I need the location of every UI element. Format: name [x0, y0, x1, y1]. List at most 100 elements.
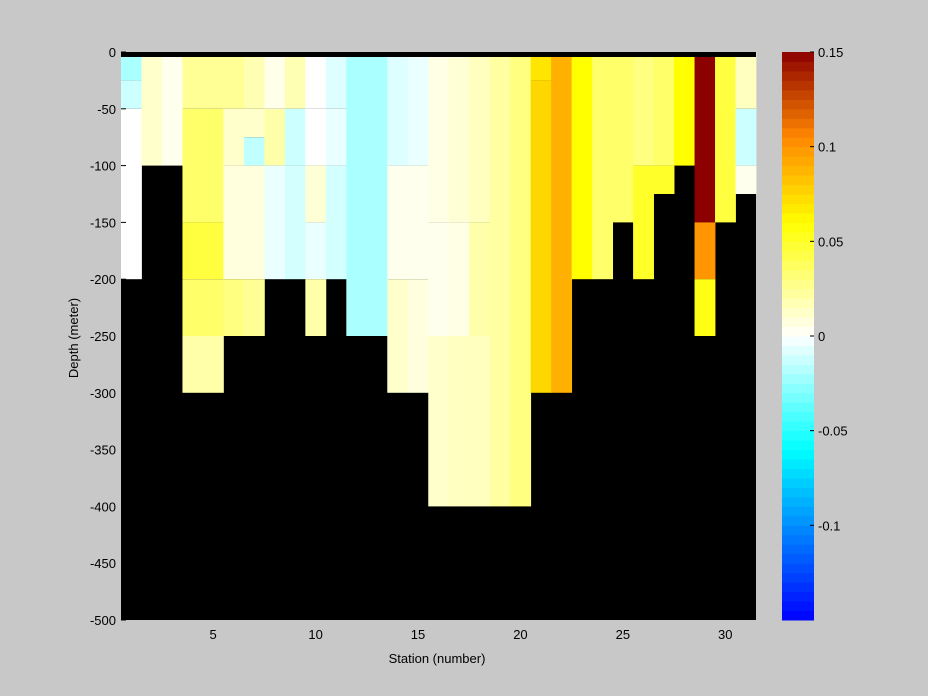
- colorbar-band: [782, 487, 814, 498]
- heatmap-cell: [325, 165, 347, 280]
- heatmap-cell: [633, 52, 654, 166]
- colorbar-band: [782, 288, 814, 299]
- colorbar-band: [782, 326, 814, 337]
- surface-bar: [121, 52, 756, 57]
- colorbar-band: [782, 440, 814, 451]
- colorbar-band: [782, 373, 814, 384]
- heatmap-cell: [612, 52, 634, 223]
- colorbar-band: [782, 354, 814, 365]
- colorbar-band: [782, 534, 814, 545]
- colorbar-band: [782, 392, 814, 403]
- heatmap-cell: [202, 52, 224, 109]
- y-tick-label: -200: [90, 272, 116, 287]
- heatmap-cell: [141, 52, 163, 166]
- heatmap-cell: [284, 108, 306, 166]
- y-tick-label: -100: [90, 159, 116, 174]
- heatmap-cell: [510, 52, 532, 507]
- heatmap-cell: [264, 108, 286, 166]
- heatmap-cell: [264, 165, 286, 280]
- colorbar-band: [782, 307, 814, 318]
- heatmap-cell: [264, 52, 286, 109]
- heatmap-cell: [243, 52, 265, 109]
- heatmap-cell: [182, 279, 204, 336]
- heatmap-cell: [407, 165, 429, 280]
- heatmap-cell: [530, 52, 552, 81]
- colorbar-band: [782, 89, 814, 100]
- heatmap-cell: [428, 222, 450, 336]
- colorbar-tick-label: 0.15: [818, 45, 843, 60]
- colorbar-tick-label: 0.1: [818, 140, 836, 155]
- colorbar-band: [782, 364, 814, 375]
- x-tick-label: 30: [718, 627, 732, 642]
- heatmap-cell: [223, 108, 245, 166]
- heatmap-cell: [182, 222, 204, 280]
- colorbar-band: [782, 269, 814, 280]
- y-tick-label: -450: [90, 556, 116, 571]
- heatmap-cell: [161, 52, 183, 166]
- colorbar-band: [782, 80, 814, 91]
- heatmap-cell: [592, 52, 614, 280]
- colorbar-band: [782, 203, 814, 214]
- colorbar-band: [782, 383, 814, 394]
- y-tick-label: -350: [90, 443, 116, 458]
- colorbar-band: [782, 317, 814, 328]
- colorbar-tick-label: 0.05: [818, 234, 843, 249]
- colorbar-band: [782, 279, 814, 290]
- heatmap-cell: [284, 165, 306, 280]
- heatmap-cell: [735, 165, 757, 194]
- heatmap-cell: [182, 108, 204, 223]
- heatmap-cell: [469, 52, 491, 223]
- heatmap-cell: [735, 108, 757, 166]
- heatmap-cell: [653, 52, 675, 166]
- axes: 5 10 15 20 25 30 0 -50 -100 -150 -200 -250 -300 -350 -…: [90, 45, 733, 642]
- colorbar-band: [782, 222, 814, 233]
- colorbar-band: [782, 478, 814, 488]
- heatmap-cell: [121, 52, 142, 81]
- heatmap-cell: [223, 52, 245, 109]
- colorbar-band: [782, 99, 814, 110]
- colorbar-band: [782, 298, 814, 309]
- plot-area: [121, 52, 757, 620]
- x-tick-label: 10: [308, 627, 322, 642]
- heatmap-cell: [366, 52, 388, 336]
- colorbar-band: [782, 70, 814, 81]
- colorbar-band: [782, 137, 814, 148]
- heatmap-cell: [182, 336, 204, 393]
- heatmap-cell: [325, 52, 347, 109]
- heatmap-cell: [305, 52, 327, 109]
- colorbar-tick-label: -0.1: [818, 518, 840, 533]
- heatmap-cell: [387, 279, 409, 393]
- x-tick-label: 5: [210, 627, 217, 642]
- heatmap-cell: [694, 279, 716, 336]
- colorbar: 0.15 0.1 0.05 0 -0.05 -0.1: [782, 45, 848, 621]
- colorbar-band: [782, 336, 814, 346]
- heatmap-cell: [448, 336, 470, 507]
- y-axis-label: Depth (meter): [66, 298, 81, 378]
- heatmap-cell: [448, 222, 470, 336]
- heatmap-cell: [284, 52, 306, 109]
- heatmap-cell: [735, 52, 757, 109]
- colorbar-tick-label: 0: [818, 329, 825, 344]
- y-tick-label: -150: [90, 215, 116, 230]
- colorbar-band: [782, 544, 814, 555]
- heatmap-cell: [243, 165, 265, 280]
- colorbar-band: [782, 250, 814, 261]
- x-tick-label: 25: [616, 627, 630, 642]
- colorbar-band: [782, 468, 814, 479]
- heatmap-cell: [469, 222, 491, 336]
- colorbar-band: [782, 165, 814, 176]
- colorbar-band: [782, 572, 814, 583]
- y-tick-label: 0: [109, 45, 116, 60]
- colorbar-band: [782, 610, 814, 621]
- heatmap-cell: [202, 279, 224, 336]
- heatmap-cell: [407, 279, 429, 393]
- colorbar-band: [782, 146, 814, 157]
- heatmap-cell: [633, 165, 654, 280]
- colorbar-band: [782, 525, 814, 536]
- colorbar-band: [782, 231, 814, 242]
- colorbar-band: [782, 515, 814, 526]
- colorbar-band: [782, 175, 814, 186]
- colorbar-band: [782, 601, 814, 612]
- heatmap-cell: [694, 222, 716, 280]
- heatmap-cell: [489, 52, 511, 507]
